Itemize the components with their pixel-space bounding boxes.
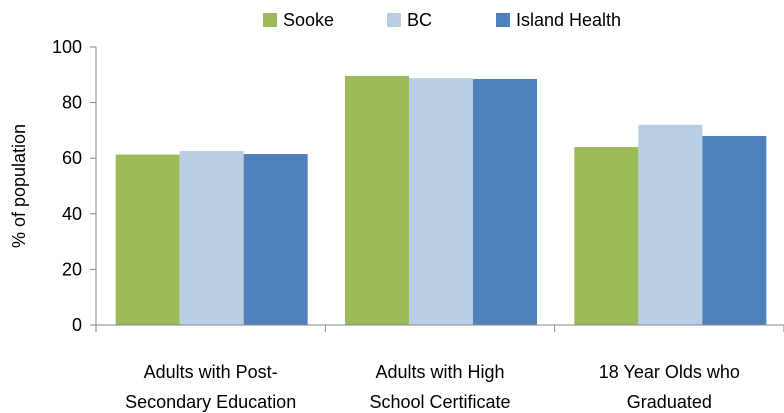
category-label: 18 Year Olds who Graduated	[599, 362, 740, 412]
bar-sooke	[345, 75, 409, 325]
category-label: Adults with Post-Secondary Education	[125, 362, 296, 412]
y-tick-label: 100	[52, 37, 82, 57]
bar-sooke	[115, 154, 180, 325]
category-label: Adults with High School Certificate	[369, 362, 510, 412]
bar-sooke	[574, 147, 639, 325]
legend-swatch	[496, 13, 510, 27]
legend-swatch	[263, 13, 277, 27]
bar-bc	[179, 150, 244, 325]
bar-island-health	[702, 135, 767, 325]
y-tick-label: 20	[62, 259, 82, 279]
legend-label: Island Health	[516, 10, 621, 30]
bar-island-health	[473, 78, 537, 325]
bar-island-health	[243, 154, 308, 325]
y-tick-label: 60	[62, 148, 82, 168]
legend-swatch	[387, 13, 401, 27]
y-tick-label: 0	[72, 315, 82, 335]
bar-bc	[638, 124, 703, 325]
legend-label: BC	[407, 10, 432, 30]
y-tick-label: 80	[62, 93, 82, 113]
bar-bc	[409, 78, 473, 325]
legend-label: Sooke	[283, 10, 334, 30]
y-axis-title: % of population	[9, 124, 29, 248]
y-axis: 0 20 40 60 80 100	[52, 37, 97, 335]
legend: Sooke BC Island Health	[263, 10, 621, 30]
y-tick-label: 40	[62, 204, 82, 224]
x-axis: Adults with Post-Secondary Education Adul…	[95, 324, 784, 412]
bars	[115, 75, 767, 325]
